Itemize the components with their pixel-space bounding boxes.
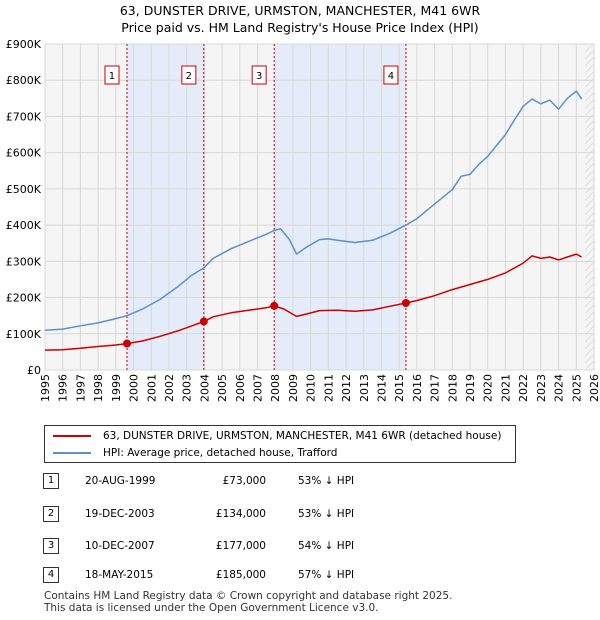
x-tick-label: 2001 [145, 374, 158, 402]
price-chart: 1 2 3 4 £0 £100K £200K £300K £400K £500K £600K £700… [6, 38, 600, 402]
sale-price: £134,000 [215, 508, 266, 520]
sale-number: 2 [43, 506, 59, 522]
x-tick-label: 2007 [252, 374, 265, 402]
sale-date: 19-DEC-2003 [85, 508, 155, 520]
x-tick-label: 2025 [570, 374, 583, 402]
x-tick-label: 2018 [446, 374, 459, 402]
sale-point [122, 339, 131, 348]
y-tick-label: £600K [6, 147, 42, 160]
sale-marker-box [383, 65, 399, 85]
x-tick-label: 2010 [305, 374, 318, 402]
sale-price: £177,000 [215, 540, 266, 552]
sale-marker-box [251, 65, 267, 85]
sale-hpi-diff: 53% ↓ HPI [298, 475, 355, 487]
sale-date: 10-DEC-2007 [85, 540, 155, 552]
legend-item-hpi: HPI: Average price, detached house, Traf… [53, 445, 337, 461]
legend-swatch-hpi [53, 452, 91, 454]
sale-marker-label: 1 [109, 71, 115, 82]
x-tick-label: 2004 [198, 374, 211, 402]
chart-title: 63, DUNSTER DRIVE, URMSTON, MANCHESTER, … [119, 3, 481, 18]
sale-hpi-diff: 57% ↓ HPI [298, 569, 355, 581]
y-tick-label: £900K [6, 38, 42, 51]
sale-marker-box [181, 65, 197, 85]
sale-hpi-diff: 54% ↓ HPI [298, 540, 355, 552]
x-tick-label: 2006 [234, 374, 247, 402]
x-tick-label: 1997 [74, 374, 87, 402]
y-tick-label: £0 [27, 364, 41, 377]
y-tick-label: £700K [6, 110, 42, 123]
price-paid-line [44, 253, 582, 351]
x-tick-label: 1998 [92, 374, 105, 402]
x-tick-label: 2015 [393, 374, 406, 402]
footer: Contains HM Land Registry data © Crown c… [44, 590, 452, 614]
sale-marker-label: 4 [388, 71, 394, 82]
sale-row: 1 20-AUG-1999 £73,000 53% ↓ HPI [0, 472, 600, 492]
x-tick-label: 2008 [269, 374, 282, 402]
x-tick-label: 2022 [517, 374, 530, 402]
sale-number: 4 [43, 567, 59, 583]
legend-item-price-paid: 63, DUNSTER DRIVE, URMSTON, MANCHESTER, … [53, 428, 501, 444]
footer-copyright: Contains HM Land Registry data © Crown c… [44, 590, 453, 602]
sale-row: 3 10-DEC-2007 £177,000 54% ↓ HPI [0, 537, 600, 557]
x-tick-label: 2003 [181, 374, 194, 402]
legend: 63, DUNSTER DRIVE, URMSTON, MANCHESTER, … [44, 425, 516, 463]
x-tick-label: 2002 [163, 374, 176, 402]
legend-label-hpi: HPI: Average price, detached house, Traf… [103, 447, 338, 459]
x-tick-label: 2019 [464, 374, 477, 402]
sale-point [199, 317, 208, 326]
x-tick-label: 2009 [287, 374, 300, 402]
y-tick-label: £100K [6, 328, 42, 341]
x-tick-label: 2020 [482, 374, 495, 402]
x-tick-label: 2017 [429, 374, 442, 402]
y-tick-label: £200K [6, 292, 42, 305]
x-tick-label: 1999 [110, 374, 123, 402]
legend-swatch-price-paid [53, 435, 91, 437]
y-tick-label: £300K [6, 255, 42, 268]
x-tick-label: 2023 [535, 374, 548, 402]
sale-number: 1 [43, 473, 59, 489]
legend-label-price-paid: 63, DUNSTER DRIVE, URMSTON, MANCHESTER, … [103, 430, 502, 442]
sale-date: 20-AUG-1999 [85, 475, 156, 487]
sale-marker-label: 3 [256, 71, 262, 82]
forecast-hatch [585, 44, 594, 370]
x-tick-label: 1996 [57, 374, 70, 402]
sale-marker-label: 2 [186, 71, 192, 82]
x-tick-label: 2026 [588, 374, 600, 402]
sale-point [270, 301, 279, 310]
hpi-line [44, 90, 583, 331]
footer-licence: This data is licensed under the Open Gov… [44, 602, 379, 614]
y-tick-label: £500K [6, 183, 42, 196]
y-tick-label: £400K [6, 219, 42, 232]
shaded-period [126, 44, 204, 370]
shaded-period [274, 44, 406, 370]
x-tick-label: 2021 [499, 374, 512, 402]
x-tick-label: 1995 [39, 374, 52, 402]
sale-price: £185,000 [215, 569, 266, 581]
x-tick-label: 2012 [340, 374, 353, 402]
sale-marker-box [104, 65, 120, 85]
x-tick-label: 2014 [375, 374, 388, 402]
sale-date: 18-MAY-2015 [85, 569, 154, 581]
x-tick-label: 2011 [322, 374, 335, 402]
x-tick-label: 2005 [216, 374, 229, 402]
x-tick-label: 2000 [128, 374, 141, 402]
sale-number: 3 [43, 538, 59, 554]
sale-point [401, 298, 410, 307]
sale-price: £73,000 [222, 475, 266, 487]
sale-row: 2 19-DEC-2003 £134,000 53% ↓ HPI [0, 505, 600, 525]
x-tick-label: 2013 [358, 374, 371, 402]
sale-hpi-diff: 53% ↓ HPI [298, 508, 355, 520]
chart-subtitle: Price paid vs. HM Land Registry's House … [121, 20, 479, 35]
x-tick-label: 2016 [411, 374, 424, 402]
x-tick-label: 2024 [553, 374, 566, 402]
y-tick-label: £800K [6, 74, 42, 87]
sale-row: 4 18-MAY-2015 £185,000 57% ↓ HPI [0, 566, 600, 586]
